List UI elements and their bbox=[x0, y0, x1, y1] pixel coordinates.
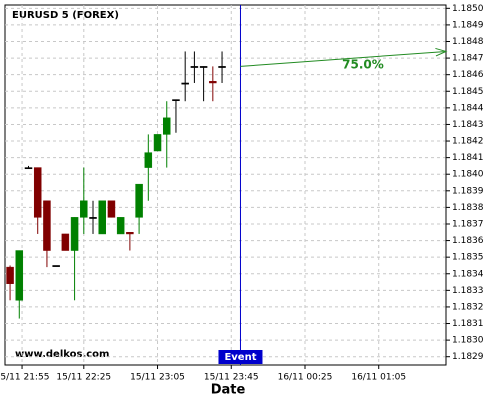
y-tick-label: 1.1850 bbox=[452, 4, 484, 14]
candle-body bbox=[52, 265, 60, 267]
candle-body bbox=[89, 217, 97, 219]
y-tick-label: 1.1836 bbox=[452, 236, 484, 246]
y-tick-label: 1.1829 bbox=[452, 352, 484, 362]
y-tick-label: 1.1830 bbox=[452, 336, 484, 346]
y-tick-label: 1.1843 bbox=[452, 120, 484, 130]
y-tick-label: 1.1831 bbox=[452, 319, 484, 329]
y-tick-label: 1.1832 bbox=[452, 302, 484, 312]
event-box bbox=[218, 350, 263, 364]
y-tick-label: 1.1833 bbox=[452, 286, 484, 296]
x-axis-label: Date bbox=[211, 383, 246, 398]
candle-body bbox=[6, 266, 14, 284]
y-tick-label: 1.1849 bbox=[452, 20, 484, 30]
candle-body bbox=[126, 232, 134, 235]
y-tick-label: 1.1847 bbox=[452, 54, 484, 64]
candle-body bbox=[116, 217, 125, 235]
candle-body bbox=[15, 250, 24, 301]
candle-body bbox=[190, 66, 199, 68]
y-tick-label: 1.1840 bbox=[452, 170, 484, 180]
candle-body bbox=[33, 167, 42, 218]
x-tick-label: 15/11 23:05 bbox=[130, 373, 185, 383]
forecast-arrow bbox=[240, 50, 447, 67]
x-tick-label: 15/11 23:45 bbox=[204, 373, 259, 383]
event-label: Event bbox=[224, 352, 256, 363]
y-tick-label: 1.1838 bbox=[452, 203, 484, 213]
chart-title: EURUSD 5 (FOREX) bbox=[12, 10, 119, 21]
candle-body bbox=[172, 99, 180, 102]
candle-body bbox=[181, 82, 189, 85]
y-tick-label: 1.1846 bbox=[452, 70, 484, 80]
y-tick-label: 1.1834 bbox=[452, 269, 484, 279]
y-tick-label: 1.1835 bbox=[452, 253, 484, 263]
arrow-head bbox=[435, 47, 448, 57]
y-tick-label: 1.1841 bbox=[452, 153, 484, 163]
candle-body bbox=[199, 66, 208, 68]
candle-body bbox=[153, 134, 162, 152]
candle-body bbox=[218, 66, 226, 68]
candle-body bbox=[24, 167, 33, 170]
watermark: www.delkos.com bbox=[15, 349, 109, 360]
annotation: 75.0% bbox=[342, 58, 384, 72]
candle-body bbox=[43, 200, 51, 251]
y-tick-label: 1.1837 bbox=[452, 219, 484, 229]
y-tick-label: 1.1848 bbox=[452, 37, 484, 47]
y-tick-label: 1.1839 bbox=[452, 186, 484, 196]
y-tick-label: 1.1844 bbox=[452, 103, 484, 113]
candle-body bbox=[162, 117, 171, 135]
plot-area bbox=[4, 4, 447, 366]
candle-body bbox=[209, 81, 217, 84]
candle-body bbox=[135, 183, 143, 218]
candle-body bbox=[98, 200, 106, 235]
x-tick-label: 15/11 21:55 bbox=[0, 373, 49, 383]
x-tick-label: 16/11 00:25 bbox=[278, 373, 333, 383]
x-tick-label: 16/11 01:05 bbox=[351, 373, 406, 383]
candle-body bbox=[70, 217, 79, 251]
candle-body bbox=[80, 200, 88, 218]
candle-body bbox=[61, 233, 70, 251]
candle-body bbox=[144, 152, 153, 168]
x-tick-label: 15/11 22:25 bbox=[56, 373, 111, 383]
y-tick-label: 1.1845 bbox=[452, 87, 484, 97]
y-tick-label: 1.1842 bbox=[452, 137, 484, 147]
candle-body bbox=[107, 200, 116, 218]
